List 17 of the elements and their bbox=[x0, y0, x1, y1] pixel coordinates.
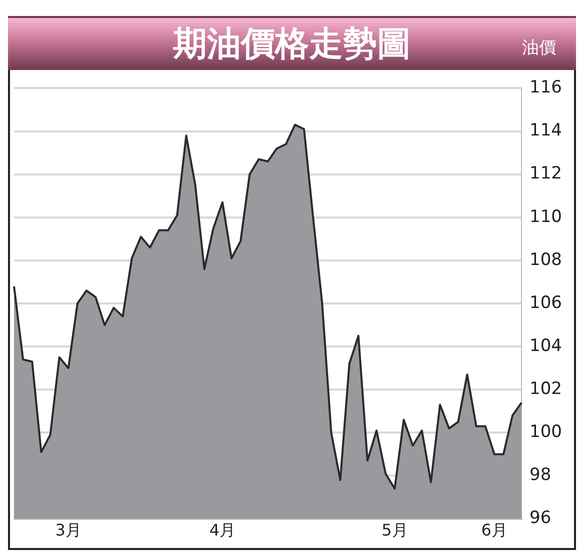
y-tick-label: 106 bbox=[530, 292, 562, 313]
y-tick-label: 114 bbox=[530, 120, 562, 141]
y-tick-label: 102 bbox=[530, 379, 562, 400]
y-tick-label: 116 bbox=[530, 78, 562, 98]
x-tick-label: 3月 bbox=[55, 520, 82, 540]
x-tick-label: 4月 bbox=[209, 520, 236, 540]
y-tick-label: 112 bbox=[530, 164, 562, 184]
y-tick-label: 96 bbox=[530, 508, 552, 528]
y-tick-label: 108 bbox=[530, 250, 562, 270]
chart-title: 期油價格走勢圖 bbox=[173, 24, 411, 64]
chart-subtitle: 油價 bbox=[522, 37, 556, 59]
y-tick-label: 98 bbox=[530, 465, 552, 486]
y-tick-label: 110 bbox=[530, 206, 562, 227]
x-tick-label: 5月 bbox=[382, 520, 408, 540]
y-tick-label: 100 bbox=[530, 422, 562, 442]
y-tick-label: 104 bbox=[530, 336, 562, 356]
x-tick-label: 6月 bbox=[481, 520, 508, 540]
